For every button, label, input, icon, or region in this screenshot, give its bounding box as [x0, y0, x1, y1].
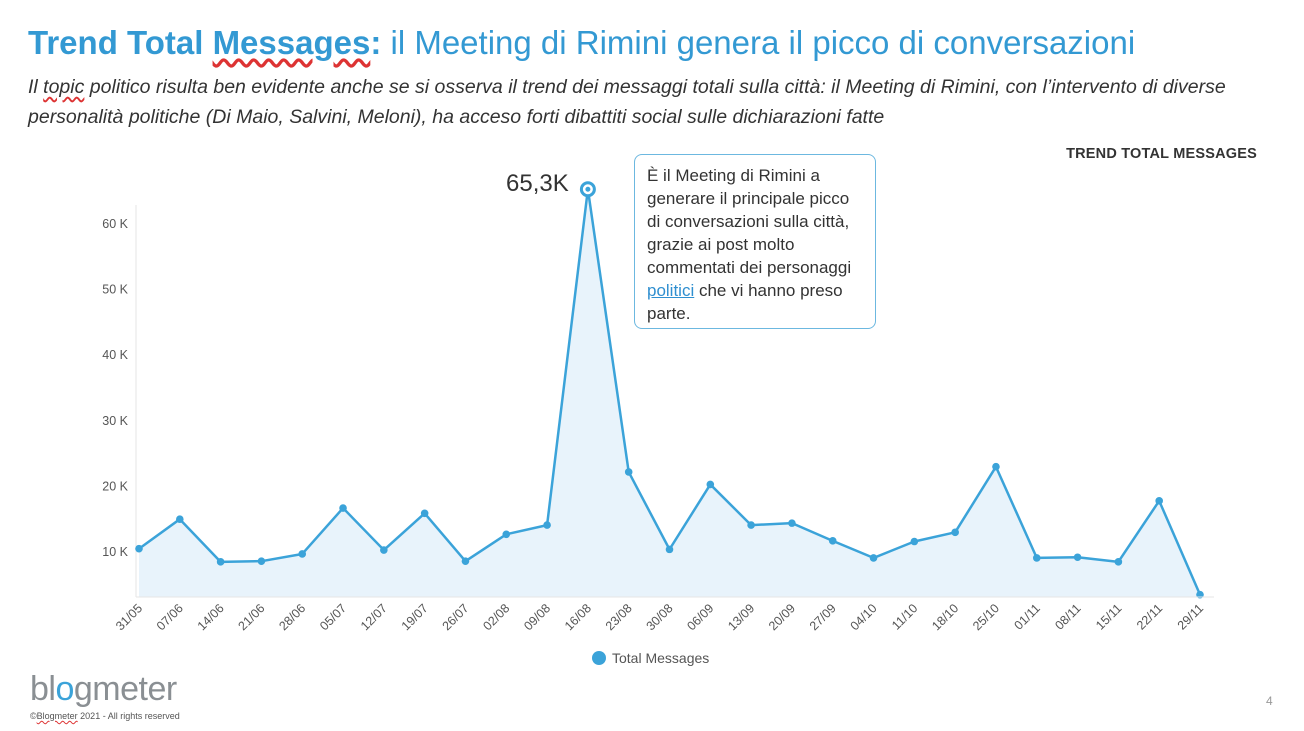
x-tick-label: 09/08	[521, 601, 553, 633]
data-point[interactable]	[665, 545, 674, 554]
data-point[interactable]	[176, 515, 184, 523]
x-tick-label: 30/08	[644, 601, 676, 633]
data-point[interactable]	[461, 557, 470, 565]
title-colon: :	[370, 24, 382, 61]
legend-marker	[592, 651, 606, 665]
y-tick-label: 30 K	[102, 414, 128, 428]
data-point[interactable]	[951, 528, 959, 537]
data-point[interactable]	[706, 480, 715, 489]
data-point[interactable]	[257, 557, 266, 565]
data-point[interactable]	[216, 558, 225, 566]
x-tick-label: 26/07	[440, 601, 472, 633]
chart-legend[interactable]: Total Messages	[592, 650, 709, 666]
y-tick-label: 60 K	[102, 217, 128, 231]
callout-link[interactable]: politici	[647, 281, 695, 300]
y-tick-label: 50 K	[102, 283, 128, 297]
callout-text: È il Meeting di Rimini a generare il pri…	[647, 166, 852, 277]
page-title: Trend Total Messages: il Meeting di Rimi…	[28, 24, 1135, 62]
data-point[interactable]	[298, 550, 307, 558]
subtitle-prefix: Il	[28, 76, 44, 98]
x-tick-label: 16/08	[562, 601, 594, 633]
data-point[interactable]	[420, 509, 429, 518]
blogmeter-logo: blogmeter	[30, 670, 177, 709]
x-tick-label: 20/09	[766, 601, 798, 633]
data-point[interactable]	[910, 537, 919, 546]
x-tick-label: 13/09	[725, 601, 757, 633]
legend-label: Total Messages	[612, 650, 710, 666]
annotation-callout: È il Meeting di Rimini a generare il pri…	[634, 154, 876, 329]
data-point[interactable]	[828, 537, 837, 545]
x-tick-label: 07/06	[154, 601, 186, 633]
x-tick-label: 18/10	[929, 601, 961, 633]
x-tick-label: 05/07	[317, 601, 349, 633]
x-tick-label: 22/11	[1134, 601, 1165, 632]
x-tick-label: 01/11	[1012, 601, 1043, 632]
copyright-prefix: ©	[30, 711, 37, 721]
peak-value-label: 65,3K	[506, 170, 569, 197]
y-axis: 10 K 20 K 30 K 40 K 50 K 60 K	[102, 205, 137, 597]
logo-text-part1: bl	[30, 670, 56, 708]
data-point[interactable]	[135, 544, 143, 553]
subtitle-underlined-word: topic	[43, 76, 85, 98]
copyright-brand: Blogmeter	[36, 711, 78, 721]
title-rest: il Meeting di Rimini genera il picco di …	[381, 24, 1136, 61]
logo-accent-letter: o	[55, 670, 74, 708]
x-tick-label: 15/11	[1093, 601, 1124, 632]
data-point[interactable]	[339, 504, 347, 512]
x-tick-label: 08/11	[1052, 601, 1083, 632]
x-tick-label: 25/10	[970, 601, 1002, 633]
callout-text-end: che vi hanno preso parte.	[647, 281, 843, 323]
page-number: 4	[1266, 694, 1273, 708]
x-tick-label: 19/07	[399, 601, 431, 633]
y-tick-label: 40 K	[102, 348, 128, 362]
page-subtitle: Il topic politico risulta ben evidente a…	[28, 72, 1288, 132]
x-tick-label: 12/07	[358, 601, 390, 633]
data-point[interactable]	[502, 530, 511, 539]
x-tick-label: 29/11	[1175, 601, 1206, 632]
x-tick-label: 11/10	[889, 601, 920, 632]
x-axis: 31/05 07/06 14/06 21/06 28/06 05/07 12/07 19/07…	[113, 596, 1214, 633]
x-tick-label: 14/06	[195, 601, 227, 633]
data-point[interactable]	[1155, 497, 1163, 505]
title-bold-part: Trend Total	[28, 24, 213, 61]
copyright-notice: ©Blogmeter 2021 - All rights reserved	[30, 711, 180, 721]
chart-points	[135, 181, 1204, 599]
y-tick-label: 20 K	[102, 479, 128, 493]
x-tick-label: 04/10	[848, 601, 880, 633]
x-tick-label: 06/09	[684, 601, 716, 633]
x-tick-label: 23/08	[603, 601, 635, 633]
copyright-rest: 2021 - All rights reserved	[77, 711, 180, 721]
x-tick-label: 27/09	[807, 601, 839, 633]
x-tick-label: 21/06	[236, 601, 268, 633]
data-point[interactable]	[1073, 553, 1082, 562]
chart-title: TREND TOTAL MESSAGES	[1066, 146, 1257, 162]
data-point[interactable]	[747, 521, 755, 529]
data-point[interactable]	[380, 546, 388, 554]
y-tick-label: 10 K	[102, 545, 128, 559]
data-point[interactable]	[869, 554, 878, 562]
data-point[interactable]	[585, 186, 591, 192]
data-point[interactable]	[624, 468, 633, 476]
subtitle-rest: politico risulta ben evidente anche se s…	[28, 76, 1226, 128]
x-tick-label: 28/06	[276, 601, 308, 633]
logo-text-part2: gmeter	[73, 670, 177, 708]
data-point[interactable]	[1032, 554, 1041, 562]
data-point[interactable]	[992, 462, 1000, 471]
x-tick-label: 02/08	[480, 601, 512, 633]
title-underlined-word: Messages	[212, 24, 371, 61]
data-point[interactable]	[1114, 558, 1123, 566]
data-point[interactable]	[543, 521, 551, 529]
x-tick-label: 31/05	[113, 601, 145, 633]
data-point[interactable]	[788, 519, 796, 527]
